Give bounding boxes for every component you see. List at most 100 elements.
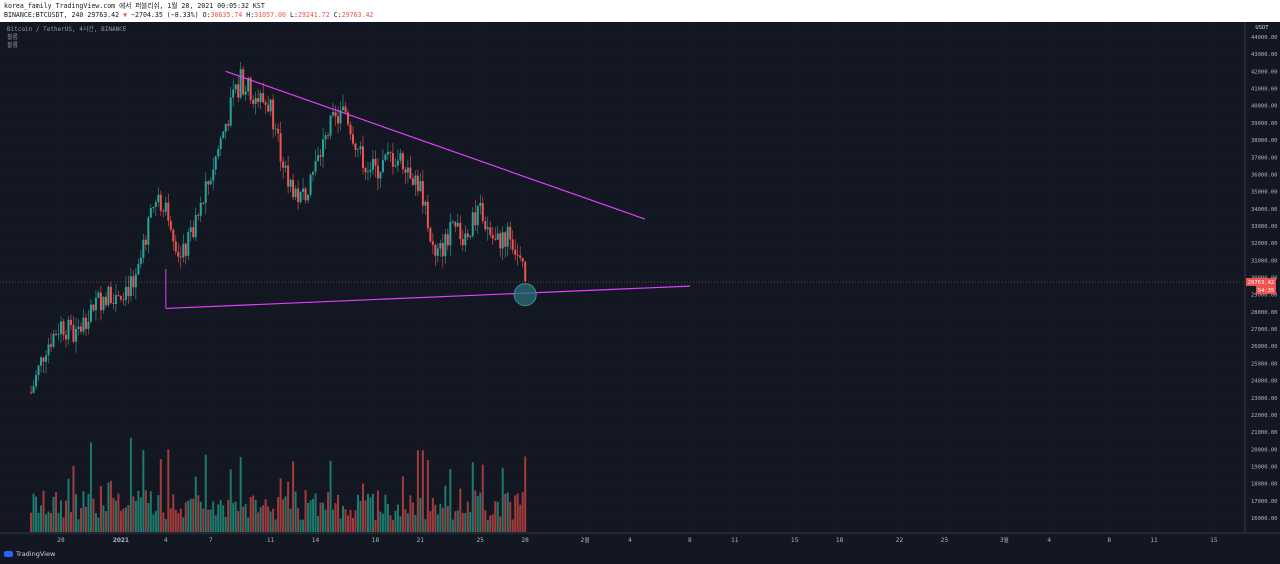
volume-bar <box>257 512 260 532</box>
volume-bar <box>35 496 38 532</box>
candle-body <box>506 226 509 247</box>
price-tick-label: 39000.00 <box>1251 121 1278 127</box>
candle-body <box>99 292 102 311</box>
price-tick-label: 16000.00 <box>1251 516 1278 522</box>
candle-body <box>441 242 444 257</box>
candle-body <box>324 135 327 140</box>
candle-body <box>129 276 132 297</box>
volume-bar <box>511 519 514 532</box>
volume-bar <box>396 504 399 532</box>
volume-bar <box>459 488 462 532</box>
candle-body <box>274 128 277 130</box>
candle-body <box>501 232 504 249</box>
volume-bar <box>337 494 340 532</box>
candle-body <box>172 229 175 242</box>
candle-body <box>264 102 267 105</box>
candle-body <box>454 221 457 227</box>
candle-body <box>214 156 217 170</box>
support-highlight-circle[interactable] <box>513 283 537 307</box>
volume-bar <box>102 505 105 532</box>
candle-body <box>361 146 364 169</box>
price-tick-label: 40000.00 <box>1251 104 1278 110</box>
volume-bar <box>284 496 287 532</box>
volume-label-1: 볼륨 <box>7 34 19 41</box>
volume-bar <box>294 491 297 532</box>
candle-body <box>174 241 177 252</box>
volume-bar <box>92 498 95 532</box>
volume-bar <box>72 465 75 532</box>
volume-bar <box>259 507 262 532</box>
volume-bar <box>207 509 210 532</box>
candle-body <box>309 174 312 195</box>
volume-bar <box>164 519 167 532</box>
candle-body <box>514 249 517 255</box>
low-value: 29241.72 <box>297 11 330 19</box>
volume-bar <box>319 502 322 532</box>
candle-body <box>459 222 462 240</box>
candle-body <box>179 256 182 258</box>
volume-bar <box>354 510 357 532</box>
volume-bar <box>154 510 157 532</box>
volume-bar <box>434 504 437 532</box>
candle-body <box>239 69 242 98</box>
volume-bar <box>471 462 474 532</box>
candle-body <box>304 188 307 201</box>
volume-bar <box>297 508 300 532</box>
price-tick-label: 44000.00 <box>1251 35 1278 41</box>
volume-bar <box>157 495 160 532</box>
volume-bar <box>69 512 72 532</box>
volume-bar <box>374 519 377 532</box>
price-tick-label: 23000.00 <box>1251 396 1278 402</box>
candle-body <box>137 263 140 275</box>
trendline-lower[interactable] <box>165 285 690 310</box>
candle-body <box>344 106 347 113</box>
grid <box>0 22 1245 533</box>
price-tick-label: 24000.00 <box>1251 379 1278 385</box>
volume-bar <box>217 504 220 532</box>
candle-body <box>317 155 320 162</box>
volume-bar <box>416 450 419 532</box>
candle-body <box>476 205 479 226</box>
volume-bar <box>496 501 499 532</box>
volume-bar <box>474 490 477 532</box>
candle-body <box>489 227 492 235</box>
trendline-upper[interactable] <box>225 70 646 220</box>
candle-body <box>322 139 325 157</box>
volume-bar <box>149 491 152 532</box>
volume-bars <box>30 437 527 532</box>
volume-bar <box>514 495 517 532</box>
time-tick-label: 28 <box>521 538 529 544</box>
volume-bar <box>391 519 394 532</box>
volume-bar <box>67 478 70 532</box>
volume-bar <box>317 516 320 532</box>
tradingview-logo[interactable]: TradingView <box>4 550 55 558</box>
candle-body <box>35 374 38 387</box>
volume-bar <box>369 497 372 532</box>
volume-bar <box>476 496 479 532</box>
time-axis[interactable]: 28 2021 4 7 11 14 18 21 25 28 2월 4 8 11 15 18 22 25 3월 4 8 11… <box>0 532 1280 544</box>
volume-bar <box>376 490 379 532</box>
volume-bar <box>282 499 285 532</box>
time-tick-label: 11 <box>1150 538 1158 544</box>
price-axis[interactable]: USDT 16000.00 17000.00 18000.00 19000.00 2000… <box>1244 22 1278 533</box>
candle-body <box>384 154 387 161</box>
candle-body <box>157 194 160 203</box>
candle-body <box>92 304 95 311</box>
volume-bar <box>327 492 330 532</box>
volume-bar <box>137 490 140 532</box>
candle-body <box>60 321 62 334</box>
volume-bar <box>60 500 62 532</box>
candle-body <box>67 319 70 340</box>
volume-bar <box>264 499 267 532</box>
time-tick-label: 4 <box>164 538 168 544</box>
change-value: −2704.35 (−8.33%) <box>131 11 199 19</box>
candle-body <box>481 202 484 221</box>
time-tick-label: 11 <box>267 538 275 544</box>
price-tick-label: 22000.00 <box>1251 413 1278 419</box>
volume-bar <box>519 504 522 532</box>
candle-body <box>109 286 112 303</box>
candle-body <box>287 165 290 187</box>
volume-bar <box>464 512 467 532</box>
